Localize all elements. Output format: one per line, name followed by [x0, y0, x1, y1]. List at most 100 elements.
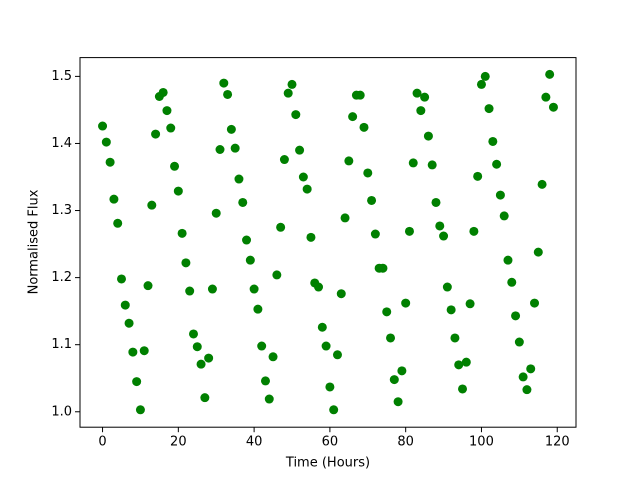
point	[476, 79, 486, 89]
point	[291, 110, 301, 120]
point	[101, 137, 111, 147]
point	[113, 218, 123, 228]
point	[238, 197, 248, 207]
point	[321, 341, 331, 351]
point	[132, 377, 142, 387]
point	[257, 341, 267, 351]
point	[196, 359, 206, 369]
point	[173, 186, 183, 196]
point	[329, 405, 339, 415]
point	[279, 155, 289, 165]
point	[245, 255, 255, 265]
point	[446, 305, 456, 315]
point	[124, 318, 134, 328]
x-tick-label: 60	[322, 435, 339, 450]
point	[495, 190, 505, 200]
point	[454, 360, 464, 370]
point	[226, 124, 236, 134]
point	[253, 304, 263, 314]
x-tick-label: 0	[98, 435, 106, 450]
plot-frame	[79, 57, 577, 428]
point	[143, 281, 153, 291]
point	[382, 307, 392, 317]
point	[147, 200, 157, 210]
point	[185, 286, 195, 296]
point	[386, 333, 396, 343]
point	[423, 131, 433, 141]
point	[393, 397, 403, 407]
point	[408, 158, 418, 168]
y-tick-label: 1.1	[51, 337, 72, 352]
point	[302, 184, 312, 194]
point	[135, 405, 145, 415]
point	[272, 270, 282, 280]
point	[295, 145, 305, 155]
y-tick-label: 1.3	[51, 203, 72, 218]
point	[526, 364, 536, 374]
x-tick-label: 20	[170, 435, 187, 450]
point	[181, 258, 191, 268]
point	[548, 102, 558, 112]
point	[458, 384, 468, 394]
point	[177, 228, 187, 238]
point	[344, 156, 354, 166]
point	[332, 350, 342, 360]
point	[541, 92, 551, 102]
point	[151, 129, 161, 139]
point	[480, 71, 490, 81]
point	[439, 231, 449, 241]
point	[306, 232, 316, 242]
point	[389, 375, 399, 385]
point	[116, 274, 126, 284]
point	[223, 89, 233, 99]
point	[325, 382, 335, 392]
point	[207, 284, 217, 294]
y-tick-label: 1.5	[51, 69, 72, 84]
point	[378, 263, 388, 273]
point	[514, 337, 524, 347]
point	[435, 221, 445, 231]
y-tick-label: 1.0	[51, 404, 72, 419]
point	[518, 372, 528, 382]
point	[211, 208, 221, 218]
point	[427, 160, 437, 170]
point	[120, 300, 130, 310]
point	[336, 289, 346, 299]
point	[412, 88, 422, 98]
point	[522, 385, 532, 395]
y-axis-label: Normalised Flux	[27, 189, 42, 294]
point	[420, 92, 430, 102]
x-tick-label: 40	[246, 435, 263, 450]
x-axis-label: Time (Hours)	[285, 456, 370, 471]
point	[465, 299, 475, 309]
point	[507, 277, 517, 287]
point	[492, 159, 502, 169]
point	[359, 122, 369, 132]
point	[162, 106, 172, 116]
point	[537, 179, 547, 189]
point	[287, 79, 297, 89]
point	[204, 353, 214, 363]
point	[128, 347, 138, 357]
point	[283, 88, 293, 98]
point	[503, 255, 513, 265]
point	[317, 322, 327, 332]
point	[469, 226, 479, 236]
point	[260, 376, 270, 386]
x-tick-label: 80	[397, 435, 414, 450]
point	[488, 136, 498, 146]
point	[215, 144, 225, 154]
point	[348, 112, 358, 122]
point	[363, 168, 373, 178]
point	[340, 213, 350, 223]
point	[105, 157, 115, 167]
point	[158, 87, 168, 97]
point	[230, 143, 240, 153]
point	[397, 366, 407, 376]
point	[404, 226, 414, 236]
x-tick-label: 100	[469, 435, 494, 450]
point	[249, 284, 259, 294]
point	[219, 78, 229, 88]
point	[499, 211, 509, 221]
